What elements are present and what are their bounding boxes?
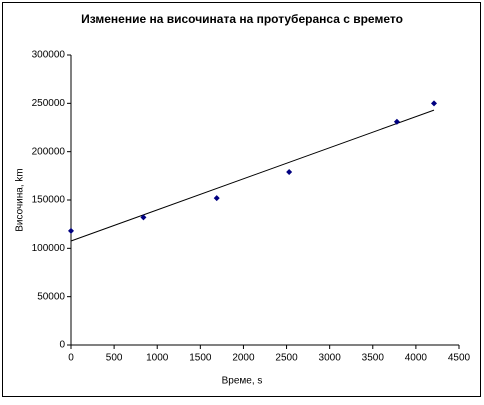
trendline	[70, 109, 435, 242]
data-point	[140, 214, 147, 221]
x-tick-label: 500	[106, 353, 123, 364]
data-point	[68, 227, 74, 234]
x-tick-label: 2000	[232, 353, 255, 364]
data-point	[393, 118, 400, 125]
y-tick-label: 0	[59, 340, 65, 351]
x-axis-label: Време, s	[222, 376, 263, 387]
x-tick-label: 4000	[405, 353, 428, 364]
y-tick-label: 150000	[32, 195, 66, 206]
chart-title: Изменение на височината на протуберанса …	[81, 12, 403, 26]
y-tick-label: 200000	[32, 146, 66, 157]
x-tick-label: 3500	[362, 353, 385, 364]
x-tick-label: 1500	[189, 353, 212, 364]
y-axis-label: Височина, km	[15, 168, 26, 231]
y-tick-label: 100000	[32, 243, 66, 254]
data-point	[213, 195, 220, 202]
x-tick-label: 1000	[146, 353, 169, 364]
y-tick-label: 250000	[32, 98, 66, 109]
y-tick-label: 50000	[37, 291, 65, 302]
data-point	[430, 100, 437, 107]
x-tick-label: 0	[68, 353, 74, 364]
y-tick-label: 300000	[32, 50, 66, 61]
chart-border	[2, 2, 481, 397]
x-tick-label: 4500	[448, 353, 471, 364]
data-point	[286, 168, 293, 175]
x-tick-label: 2500	[275, 353, 298, 364]
x-tick-label: 3000	[319, 353, 342, 364]
